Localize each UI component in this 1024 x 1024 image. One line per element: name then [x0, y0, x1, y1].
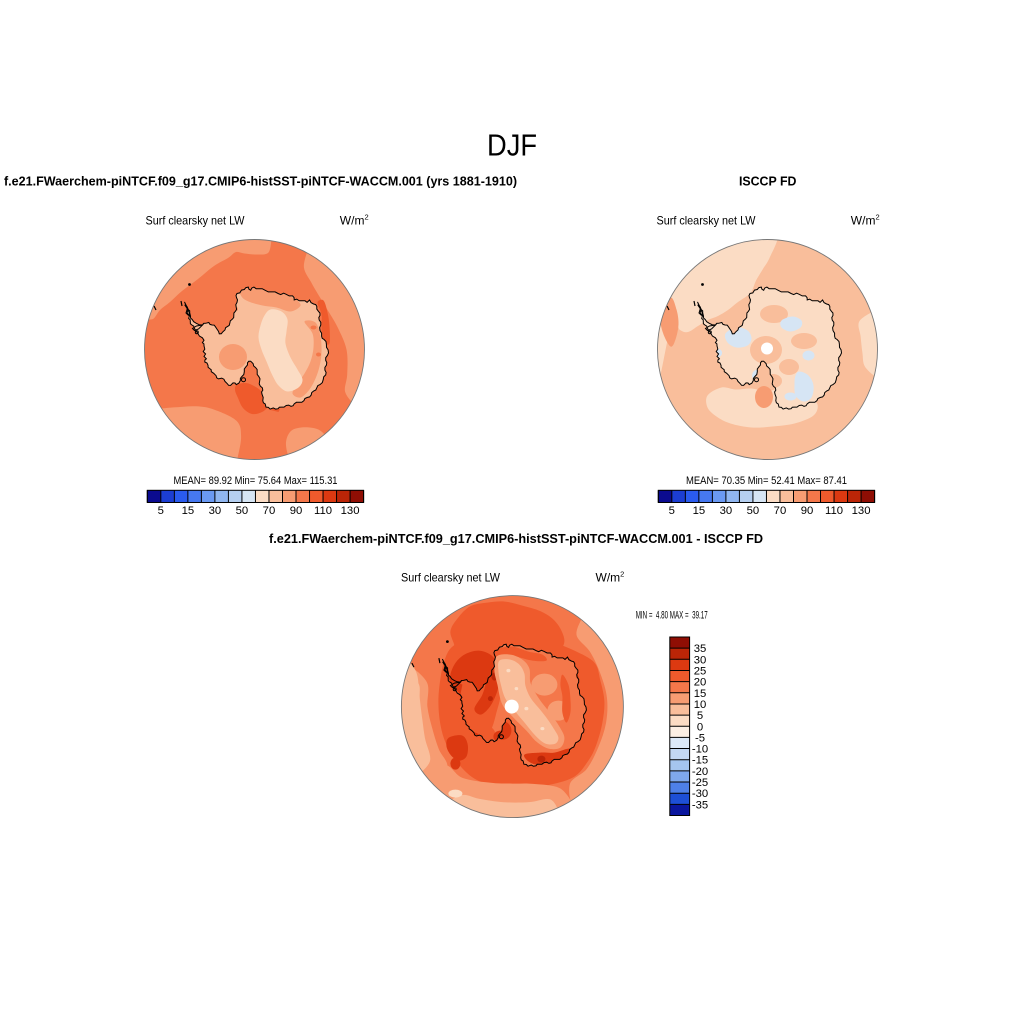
- svg-text:W/m2: W/m2: [851, 213, 880, 228]
- svg-text:5: 5: [669, 505, 675, 517]
- svg-text:MEAN= 89.92 Min= 75.64 Max: MEAN= 89.92 Min= 75.64 Max= 115.31: [174, 475, 338, 487]
- svg-text:110: 110: [825, 505, 843, 517]
- svg-text:Surf clearsky net LW: Surf clearsky net LW: [146, 214, 246, 228]
- svg-text:5: 5: [697, 710, 703, 722]
- svg-text:-35: -35: [692, 799, 708, 811]
- svg-text:90: 90: [801, 505, 814, 517]
- svg-text:5: 5: [158, 505, 164, 517]
- svg-text:30: 30: [209, 505, 222, 517]
- svg-text:MIN = 4.80 MAX = 39.17: MIN = 4.80 MAX = 39.17: [636, 610, 708, 622]
- svg-text:50: 50: [236, 505, 249, 517]
- svg-text:-30: -30: [692, 788, 708, 800]
- svg-text:130: 130: [341, 505, 360, 517]
- svg-text:15: 15: [693, 505, 706, 517]
- svg-text:MEAN= 70.35 Min= 52.41 Max: MEAN= 70.35 Min= 52.41 Max= 87.41: [686, 475, 847, 487]
- svg-text:-20: -20: [692, 766, 708, 778]
- svg-text:ISCCP FD: ISCCP FD: [739, 174, 797, 189]
- svg-text:10: 10: [694, 699, 707, 711]
- svg-text:0: 0: [697, 721, 703, 733]
- svg-text:W/m2: W/m2: [596, 570, 625, 585]
- svg-text:-15: -15: [692, 755, 708, 767]
- svg-text:15: 15: [694, 688, 707, 700]
- svg-text:90: 90: [290, 505, 303, 517]
- svg-text:35: 35: [694, 643, 707, 655]
- svg-text:15: 15: [182, 505, 195, 517]
- svg-text:-25: -25: [692, 777, 708, 789]
- svg-text:f.e21.FWaerchem-piNTCF.f09_g17: f.e21.FWaerchem-piNTCF.f09_g17.CMIP6-his…: [4, 174, 517, 189]
- svg-text:20: 20: [694, 677, 707, 689]
- svg-text:110: 110: [314, 505, 332, 517]
- svg-text:-5: -5: [695, 732, 705, 744]
- svg-text:25: 25: [694, 665, 707, 677]
- svg-text:70: 70: [263, 505, 276, 517]
- svg-text:50: 50: [747, 505, 760, 517]
- svg-text:Surf clearsky net LW: Surf clearsky net LW: [657, 214, 757, 228]
- svg-text:130: 130: [852, 505, 871, 517]
- svg-text:f.e21.FWaerchem-piNTCF.f09_g17: f.e21.FWaerchem-piNTCF.f09_g17.CMIP6-his…: [269, 531, 763, 546]
- svg-text:Surf clearsky net LW: Surf clearsky net LW: [401, 571, 501, 585]
- svg-text:70: 70: [774, 505, 787, 517]
- svg-text:W/m2: W/m2: [340, 213, 369, 228]
- svg-text:DJF: DJF: [487, 128, 537, 163]
- svg-text:-10: -10: [692, 744, 708, 756]
- svg-text:30: 30: [720, 505, 733, 517]
- svg-text:30: 30: [694, 654, 707, 666]
